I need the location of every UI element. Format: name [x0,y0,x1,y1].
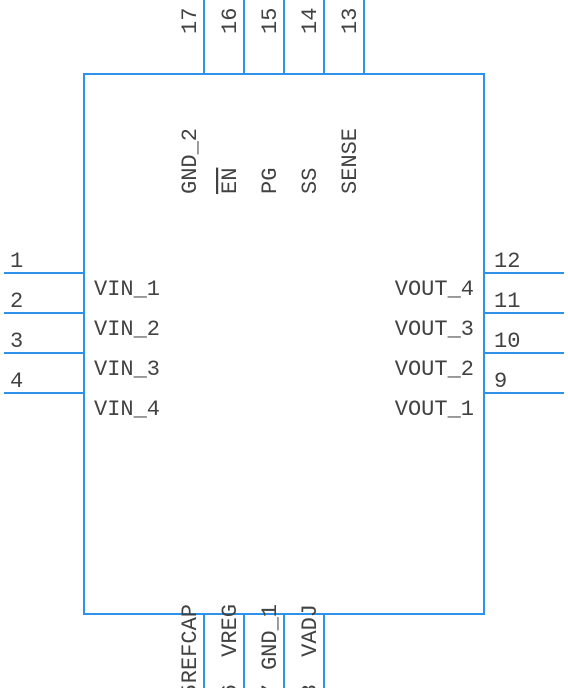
pin-9-number: 9 [494,369,507,394]
pin-3-label: VIN_3 [94,357,160,382]
pin-7-number: 7 [258,684,283,688]
pin-15-number: 15 [258,8,283,34]
pin-8-number: 8 [298,684,323,688]
package-outline [84,74,484,614]
pin-4-number: 4 [10,369,23,394]
pin-11-number: 11 [494,289,520,314]
pin-14-number: 14 [298,8,323,34]
pin-13-number: 13 [338,8,363,34]
pin-12-label: VOUT_4 [395,277,474,302]
pin-1-number: 1 [10,249,23,274]
pin-17-number: 17 [178,8,203,34]
pin-11-label: VOUT_3 [395,317,474,342]
pin-10-label: VOUT_2 [395,357,474,382]
pin-15-label: PG [258,168,283,194]
pinout-diagram: 1 VIN_1 2 VIN_2 3 VIN_3 4 VIN_4 12 VOUT_4 11 VOUT_… [0,0,568,688]
pin-7-label: GND_1 [258,604,283,670]
pin-5-number: 5 [178,684,203,688]
pin-5-label: REFCAP [178,604,203,683]
pin-2-label: VIN_2 [94,317,160,342]
pin-16-number: 16 [218,8,243,34]
pins-left: 1 VIN_1 2 VIN_2 3 VIN_3 4 VIN_4 [4,249,160,422]
pin-17-label: GND_2 [178,128,203,194]
pin-3-number: 3 [10,329,23,354]
pin-4-label: VIN_4 [94,397,160,422]
pins-top: 17 GND_2 16 EN 15 PG 14 SS 13 SENSE [178,0,364,194]
pin-14-label: SS [298,168,323,194]
pin-1-label: VIN_1 [94,277,160,302]
pin-2-number: 2 [10,289,23,314]
pin-10-number: 10 [494,329,520,354]
pins-right: 12 VOUT_4 11 VOUT_3 10 VOUT_2 9 VOUT_1 [395,249,564,422]
pin-8-label: VADJ [298,604,323,657]
pin-9-label: VOUT_1 [395,397,474,422]
pins-bottom: 5REFCAP 6 VREG 7 GND_1 8 VADJ [178,604,324,688]
pin-6-label: VREG [218,604,243,657]
pin-13-label: SENSE [338,128,363,194]
pin-16-label: EN [218,168,243,194]
pin-6-number: 6 [218,684,243,688]
pin-12-number: 12 [494,249,520,274]
